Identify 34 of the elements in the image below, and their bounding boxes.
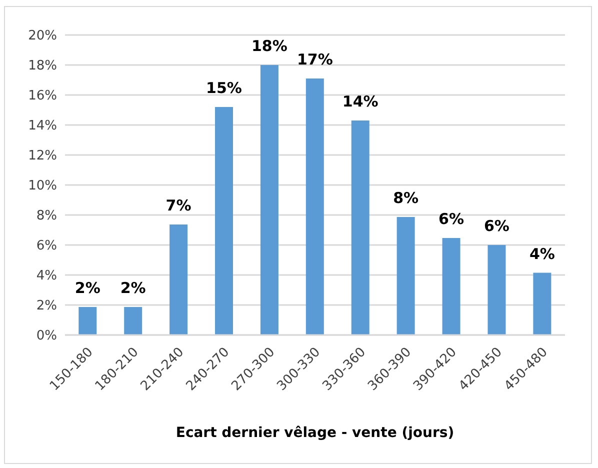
x-axis-title: Ecart dernier vêlage - vente (jours): [176, 425, 454, 441]
bar: [351, 120, 370, 335]
data-label: 14%: [342, 92, 378, 110]
bar: [78, 306, 97, 335]
data-label: 6%: [484, 217, 510, 235]
y-tick-label: 14%: [28, 118, 57, 134]
data-label: 7%: [166, 196, 192, 214]
bar: [260, 65, 278, 335]
data-label: 8%: [393, 188, 419, 207]
y-tick-label: 6%: [36, 238, 57, 254]
y-tick-label: 18%: [28, 58, 57, 74]
data-label: 17%: [296, 50, 333, 68]
bar: [124, 306, 142, 335]
y-tick-label: 0%: [36, 328, 57, 344]
bar: [170, 224, 188, 335]
bar: [488, 245, 506, 335]
data-label: 2%: [120, 278, 146, 297]
y-tick-label: 8%: [36, 208, 57, 224]
y-tick-label: 12%: [28, 148, 57, 164]
data-label: 6%: [438, 210, 464, 228]
bar: [533, 272, 552, 335]
y-tick-label: 16%: [28, 88, 57, 104]
bar: [306, 78, 324, 335]
data-label: 4%: [529, 244, 555, 263]
y-tick-label: 2%: [36, 298, 57, 314]
bar: [215, 107, 233, 335]
bar: [396, 216, 415, 335]
y-tick-label: 10%: [28, 178, 57, 194]
y-tick-label: 4%: [36, 268, 57, 284]
data-label: 15%: [206, 79, 242, 97]
data-label: 2%: [74, 278, 100, 297]
data-label: 18%: [252, 37, 288, 55]
bar: [442, 238, 460, 335]
y-tick-label: 20%: [28, 28, 57, 44]
